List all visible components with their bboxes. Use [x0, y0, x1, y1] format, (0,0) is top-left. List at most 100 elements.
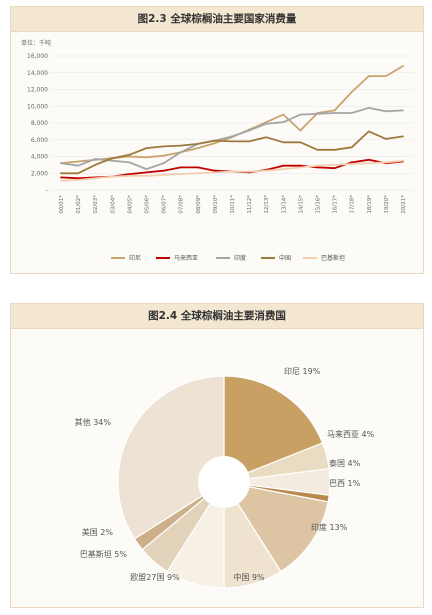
y-tick-label: 16,000 — [27, 53, 48, 60]
data-point — [179, 151, 182, 154]
line-chart: 单位：千吨 - 2,000 4,000 6,000 8,000 10,000 12,000 1… — [21, 39, 413, 262]
pie-label-1: 马来西亚 4% — [327, 430, 375, 439]
x-tick-label: 02/03* — [93, 195, 99, 214]
legend-label: 印尼 — [129, 255, 141, 262]
data-point — [77, 160, 79, 163]
data-point — [402, 109, 404, 112]
data-point — [402, 159, 404, 162]
unit-label: 单位：千吨 — [21, 39, 51, 47]
x-tick-label: 08/09* — [196, 195, 202, 214]
donut-hole — [198, 456, 250, 508]
data-point — [265, 136, 268, 139]
data-point — [367, 75, 370, 77]
y-tick-label: 6,000 — [31, 137, 48, 144]
data-point — [196, 172, 199, 175]
data-point — [111, 159, 114, 162]
pie-label-9: 其他 34% — [75, 417, 112, 427]
x-tick-label: 19/20* — [384, 195, 390, 214]
data-point — [316, 112, 319, 115]
pie-slice-9 — [117, 375, 225, 540]
data-point — [128, 174, 131, 177]
pie-label-8: 美国 2% — [82, 527, 114, 537]
data-point — [214, 142, 216, 144]
data-point — [402, 65, 404, 67]
data-point — [282, 113, 285, 116]
y-tick-label: 8,000 — [31, 120, 48, 127]
data-point — [162, 162, 165, 165]
data-point — [316, 148, 319, 151]
data-point — [333, 167, 336, 170]
data-point — [299, 166, 302, 169]
data-point — [299, 113, 302, 116]
data-point — [367, 130, 370, 133]
x-tick-label: 18/19* — [367, 195, 373, 214]
pie-label-5: 中国 9% — [233, 572, 265, 582]
series-line-0 — [60, 65, 404, 165]
data-point — [350, 146, 353, 149]
legend: 印尼 马来西亚 印度 中国 巴基斯坦 — [111, 254, 345, 262]
data-point — [402, 135, 404, 138]
data-point — [248, 129, 251, 132]
data-point — [265, 121, 268, 124]
data-point — [316, 166, 319, 169]
legend-item: 马来西亚 — [156, 254, 198, 262]
data-point — [145, 147, 148, 150]
pie-slice-4 — [222, 481, 329, 573]
x-tick-label: 10/11* — [230, 195, 236, 214]
data-point — [299, 141, 302, 144]
legend-item: 印尼 — [111, 255, 141, 262]
x-tick-label: 04/05* — [127, 195, 133, 214]
data-point — [111, 175, 114, 178]
data-point — [231, 170, 233, 173]
data-point — [145, 168, 148, 170]
pie-label-7: 巴基斯坦 5% — [80, 549, 128, 559]
data-point — [196, 143, 199, 145]
legend-label: 印度 — [234, 254, 246, 262]
data-point — [162, 154, 165, 157]
pie-labels: 印尼 19% 马来西亚 4% 泰国 4% 巴西 1% 印度 13% 中国 9% 欧盟27国 … — [75, 367, 375, 582]
data-point — [162, 145, 165, 148]
x-tick-label: 06/07* — [162, 195, 168, 214]
y-tick-label: 14,000 — [27, 70, 48, 77]
x-tick-label: 07/08* — [179, 195, 185, 214]
x-tick-label: 09/10* — [213, 195, 219, 214]
data-point — [385, 161, 387, 164]
x-tick-label: 03/04* — [110, 195, 116, 214]
data-point — [128, 173, 131, 175]
data-point — [350, 163, 353, 165]
y-tick-label: - — [46, 187, 48, 194]
data-point — [231, 140, 233, 143]
x-tick-label: 17/18* — [350, 195, 356, 214]
data-point — [333, 112, 336, 114]
data-point — [350, 112, 353, 114]
series-lines — [60, 65, 404, 182]
data-point — [248, 170, 251, 173]
legend-label: 马来西亚 — [174, 254, 198, 262]
data-point — [350, 161, 353, 164]
data-point — [94, 163, 97, 166]
data-point — [350, 91, 353, 93]
data-point — [299, 164, 302, 167]
data-point — [60, 179, 62, 182]
legend-item: 巴基斯坦 — [303, 254, 345, 262]
pie-slices — [117, 375, 331, 589]
data-point — [333, 109, 336, 112]
data-point — [128, 153, 131, 156]
consumer-pie-chart-panel: 图2.4 全球棕榈油主要消费国 印尼 19% 马来西亚 4% 泰国 4% 巴西 1% 印… — [10, 303, 424, 608]
data-point — [77, 179, 79, 181]
pie-chart: 印尼 19% 马来西亚 4% 泰国 4% 巴西 1% 印度 13% 中国 9% 欧盟27国 … — [75, 367, 375, 589]
pie-slice-0 — [223, 375, 324, 483]
consumption-line-chart-panel: 图2.3 全球棕榈油主要国家消费量 单位：千吨 - 2,000 4,000 6,000… — [10, 6, 424, 274]
data-point — [265, 122, 268, 125]
data-point — [196, 166, 199, 169]
x-tick-label: 12/13* — [264, 195, 270, 214]
legend-item: 印度 — [216, 254, 246, 262]
x-tick-label: 11/12* — [247, 195, 253, 214]
data-point — [145, 174, 148, 177]
data-point — [162, 174, 165, 176]
data-point — [385, 110, 387, 113]
data-point — [214, 171, 216, 174]
data-point — [367, 107, 370, 109]
data-point — [282, 168, 285, 170]
x-tick-label: 00/01* — [59, 195, 65, 214]
